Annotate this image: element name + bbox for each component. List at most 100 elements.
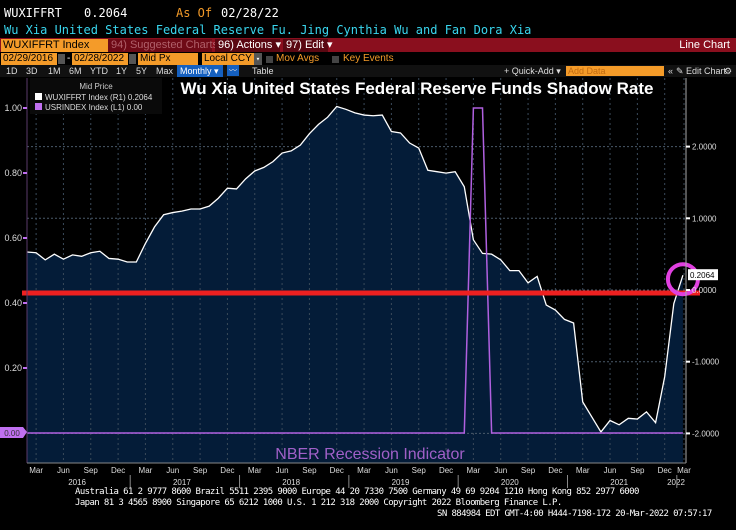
series-line-usrindex [27, 107, 683, 434]
x-tick-label: Jun [276, 466, 289, 475]
ticker-symbol: WUXIFFRT [4, 6, 62, 20]
x-tick-label: Sep [412, 466, 427, 475]
date-separator: - [67, 53, 71, 64]
right-tick-label: 0.0000 [692, 286, 717, 295]
range-3d[interactable]: 3D [26, 66, 38, 76]
legend-item-usrindex: USRINDEX Index (L1) 0.00 [45, 103, 143, 112]
quick-add-button[interactable]: + Quick-Add ▾ [504, 66, 561, 76]
x-tick-label: Sep [630, 466, 645, 475]
right-tick-label: -2.0000 [692, 429, 720, 438]
chevron-down-icon[interactable]: ▾ [254, 53, 262, 65]
mov-avgs-label[interactable]: Mov Avgs [276, 53, 320, 64]
last-value-tag [688, 269, 718, 281]
security-input[interactable]: WUXIFFRT Index [1, 39, 110, 52]
calendar-icon[interactable] [129, 54, 136, 64]
recession-annotation: NBER Recession Indicator [275, 446, 465, 463]
legend-swatch-usrindex [35, 103, 42, 110]
x-tick-label: Sep [521, 466, 536, 475]
x-tick-label: Dec [439, 466, 453, 475]
series-line-wuxiffrt [26, 105, 684, 434]
end-date-input[interactable]: 02/28/2022 [72, 53, 128, 65]
x-year-label: 2019 [392, 478, 410, 487]
last-value-tag-label: 0.2064 [690, 271, 715, 280]
x-tick-label: Dec [658, 466, 672, 475]
right-tick-label: -1.0000 [692, 358, 720, 367]
table-button[interactable]: Table [252, 66, 274, 76]
x-year-label: 2020 [501, 478, 519, 487]
x-tick-label: Mar [466, 466, 480, 475]
x-tick-label: Sep [193, 466, 208, 475]
x-year-label: 2018 [282, 478, 300, 487]
series-area-wuxiffrt [27, 106, 683, 463]
range-6m[interactable]: 6M [69, 66, 82, 76]
left-tick-label: 0.80 [4, 168, 22, 178]
x-tick-label: Mar [576, 466, 590, 475]
x-tick-label: Jun [57, 466, 70, 475]
price-field-select[interactable]: Mid Px [138, 53, 198, 65]
add-data-input[interactable]: Add Data [566, 66, 664, 76]
range-ytd[interactable]: YTD [90, 66, 108, 76]
range-1m[interactable]: 1M [48, 66, 61, 76]
key-events-label[interactable]: Key Events [343, 53, 394, 64]
footer-copyright: Japan 81 3 4565 8900 Singapore 65 6212 1… [75, 498, 562, 508]
last-value: 0.2064 [84, 6, 128, 20]
x-tick-label: Mar [29, 466, 43, 475]
left-tick-label: 0.20 [4, 363, 22, 373]
gear-icon[interactable]: ⚙ [724, 66, 733, 76]
x-tick-label: Dec [548, 466, 562, 475]
x-tick-label: Mar [357, 466, 371, 475]
left-tick-label: 1.00 [4, 103, 22, 113]
currency-select[interactable]: Local CCY [202, 53, 254, 65]
x-tick-label: Dec [330, 466, 344, 475]
range-1y[interactable]: 1Y [116, 66, 128, 76]
legend-swatch-wuxiffrt [35, 93, 42, 100]
start-date-input[interactable]: 02/29/2016 [1, 53, 57, 65]
collapse-icon[interactable]: « [668, 66, 674, 76]
x-year-label: 2017 [173, 478, 191, 487]
x-tick-label: Jun [166, 466, 179, 475]
mov-avgs-checkbox[interactable] [266, 56, 273, 63]
legend: Mid Price WUXIFFRT Index (R1) 0.2064 USR… [30, 78, 162, 114]
x-tick-label: Mar [677, 466, 691, 475]
x-tick-label: Sep [302, 466, 317, 475]
left-tick-label: 0.60 [4, 233, 22, 243]
edit-chart-button[interactable]: ✎ Edit Chart [676, 66, 727, 76]
as-of-date: 02/28/22 [221, 6, 279, 20]
left-current-value-tag [0, 427, 27, 438]
line-chart-icon[interactable]: 〰 [227, 65, 239, 76]
x-tick-label: Jun [604, 466, 617, 475]
x-tick-label: Mar [248, 466, 262, 475]
range-max[interactable]: Max [156, 66, 174, 76]
x-tick-label: Sep [84, 466, 99, 475]
x-tick-label: Dec [111, 466, 125, 475]
left-tick-label: 0.40 [4, 298, 22, 308]
x-tick-label: Jun [494, 466, 507, 475]
footer-session: SN 884984 EDT GMT-4:00 H444-7198-172 20-… [437, 509, 712, 519]
key-events-checkbox[interactable] [332, 56, 339, 63]
x-tick-label: Dec [220, 466, 234, 475]
x-tick-label: Jun [385, 466, 398, 475]
range-1d[interactable]: 1D [6, 66, 18, 76]
x-year-label: 2021 [610, 478, 628, 487]
calendar-icon[interactable] [58, 54, 65, 64]
legend-item-wuxiffrt: WUXIFFRT Index (R1) 0.2064 [45, 93, 153, 102]
footer-contacts: Australia 61 2 9777 8600 Brazil 5511 239… [75, 487, 639, 497]
frequency-select[interactable]: Monthly ▾ [177, 65, 223, 77]
left-current-value-label: 0.00 [4, 429, 20, 438]
right-tick-label: 1.0000 [692, 214, 717, 223]
legend-title: Mid Price [79, 82, 113, 91]
x-year-label: 2016 [68, 478, 86, 487]
x-tick-label: Mar [139, 466, 153, 475]
edit-menu[interactable]: 97) Edit ▾ [283, 39, 333, 52]
as-of-label: As Of [176, 6, 213, 20]
chart-title: Wu Xia United States Federal Reserve Fun… [181, 79, 654, 98]
plot-area [22, 78, 700, 463]
suggested-charts-button[interactable]: 94) Suggested Charts [108, 39, 218, 52]
axes: Mar Jun Sep Dec Mar Jun Sep Dec Mar Jun Sep Dec Mar J… [0, 78, 720, 488]
range-5y[interactable]: 5Y [136, 66, 148, 76]
security-description: Wu Xia United States Federal Reserve Fu.… [4, 23, 532, 37]
x-year-label: 2022 [667, 478, 685, 487]
right-tick-label: 2.0000 [692, 143, 717, 152]
actions-menu[interactable]: 96) Actions ▾ [215, 39, 281, 52]
